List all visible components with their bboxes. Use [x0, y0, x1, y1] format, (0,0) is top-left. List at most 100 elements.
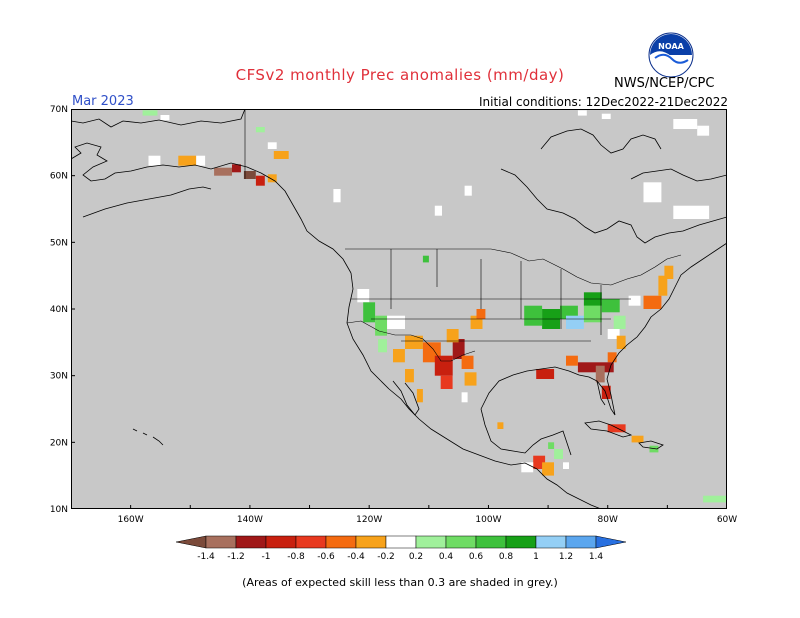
skill-footnote: (Areas of expected skill less than 0.3 a…	[242, 576, 558, 589]
anomaly-cell	[643, 295, 662, 309]
colorbar-label: 1	[533, 552, 539, 562]
anomaly-cell	[566, 355, 578, 366]
colorbar-label: -0.8	[287, 552, 305, 562]
anomaly-cell	[446, 329, 459, 343]
anomaly-cell	[521, 462, 534, 473]
anomaly-cell	[607, 424, 626, 433]
lat-tick-label: 60N	[50, 172, 68, 182]
longitude-ticks	[71, 505, 727, 509]
anomaly-cell	[658, 275, 668, 296]
anomaly-cells	[142, 110, 727, 503]
anomaly-cell	[461, 355, 474, 369]
anomaly-cell	[405, 335, 423, 349]
colorbar-label: 0.8	[499, 552, 514, 562]
anomaly-cell	[440, 375, 453, 389]
colorbar-segment	[595, 535, 627, 549]
colorbar-segment	[265, 535, 297, 549]
anomaly-cell	[673, 205, 710, 219]
colorbar-segment	[565, 535, 597, 549]
anomaly-cell	[643, 182, 662, 203]
anomaly-cell	[703, 495, 727, 503]
anomaly-cell	[601, 113, 611, 119]
anomaly-cell	[196, 155, 206, 166]
colorbar-label: 0.2	[409, 552, 423, 562]
anomaly-cell	[673, 119, 698, 129]
anomaly-cell	[697, 125, 710, 136]
anomaly-cell	[178, 155, 197, 166]
anomaly-cell	[536, 369, 555, 379]
anomaly-cell	[255, 175, 265, 186]
anomaly-cell	[607, 329, 620, 339]
colorbar-segment	[355, 535, 387, 549]
anomaly-cell	[664, 265, 674, 279]
anomaly-cell	[583, 302, 602, 323]
anomaly-cell	[566, 315, 584, 329]
colorbar-label: -0.4	[347, 552, 365, 562]
political-borders	[244, 109, 682, 362]
colorbar-label: -1.2	[227, 552, 245, 562]
lat-tick-label: 50N	[50, 238, 68, 248]
anomaly-cell	[563, 462, 569, 469]
anomaly-cell	[363, 302, 376, 323]
anomaly-map	[71, 109, 727, 509]
colorbar-segment	[475, 535, 507, 549]
anomaly-cell	[273, 151, 289, 159]
anomaly-cell	[616, 335, 626, 349]
anomaly-cell	[628, 295, 641, 306]
anomaly-cell	[333, 189, 341, 203]
anomaly-cell	[148, 155, 161, 166]
anomaly-cell	[524, 305, 543, 326]
anomaly-cell	[160, 115, 170, 121]
lon-tick-label: 120W	[356, 515, 382, 525]
colorbar-segment	[415, 535, 447, 549]
anomaly-cell	[267, 142, 277, 149]
colorbar-label: 0.4	[439, 552, 454, 562]
anomaly-cell	[613, 315, 626, 329]
colorbar-segment	[295, 535, 327, 549]
anomaly-cell	[533, 455, 546, 469]
anomaly-cell	[142, 110, 158, 116]
lat-tick-label: 40N	[50, 305, 68, 315]
anomaly-cell	[214, 167, 232, 176]
anomaly-cell	[476, 309, 486, 319]
anomaly-cell	[464, 185, 472, 196]
colorbar-label: -0.2	[377, 552, 395, 562]
forecast-month: Mar 2023	[72, 94, 134, 109]
anomaly-cell	[267, 174, 277, 183]
colorbar-label: -1.4	[197, 552, 215, 562]
anomaly-cell	[595, 365, 605, 383]
colorbar-segment	[175, 535, 207, 549]
anomaly-cell	[452, 339, 465, 359]
anomaly-cell	[577, 110, 587, 116]
anomaly-cell	[554, 449, 563, 459]
colorbar-label: -0.6	[317, 552, 335, 562]
lon-tick-label: 80W	[598, 515, 618, 525]
noaa-logo: NOAA	[648, 32, 694, 82]
colorbar-segment	[535, 535, 567, 549]
initial-conditions: Initial conditions: 12Dec2022-21Dec2022	[479, 95, 728, 109]
agency-label: NWS/NCEP/CPC	[614, 76, 715, 91]
colorbar-label: 1.4	[589, 552, 604, 562]
anomaly-cell	[375, 315, 387, 336]
colorbar-segment	[205, 535, 237, 549]
anomaly-cell	[393, 349, 405, 363]
skill-mask-background	[71, 109, 727, 509]
anomaly-cell	[387, 315, 405, 329]
anomaly-cell	[631, 435, 644, 443]
colorbar-label: 0.6	[469, 552, 484, 562]
colorbar-label: 1.2	[559, 552, 573, 562]
anomaly-cell	[243, 171, 256, 179]
lat-tick-label: 20N	[50, 438, 68, 448]
anomaly-cell	[416, 389, 423, 403]
noaa-logo-text: NOAA	[658, 42, 684, 51]
colorbar-segment	[325, 535, 357, 549]
lat-tick-label: 10N	[50, 505, 68, 515]
anomaly-cell	[422, 255, 429, 263]
colorbar-segment	[505, 535, 537, 549]
anomaly-cell	[649, 445, 659, 453]
anomaly-cell	[497, 422, 504, 429]
colorbar-segment	[445, 535, 477, 549]
anomaly-cell	[470, 315, 483, 329]
lon-tick-label: 140W	[237, 515, 263, 525]
anomaly-cell	[255, 127, 265, 133]
